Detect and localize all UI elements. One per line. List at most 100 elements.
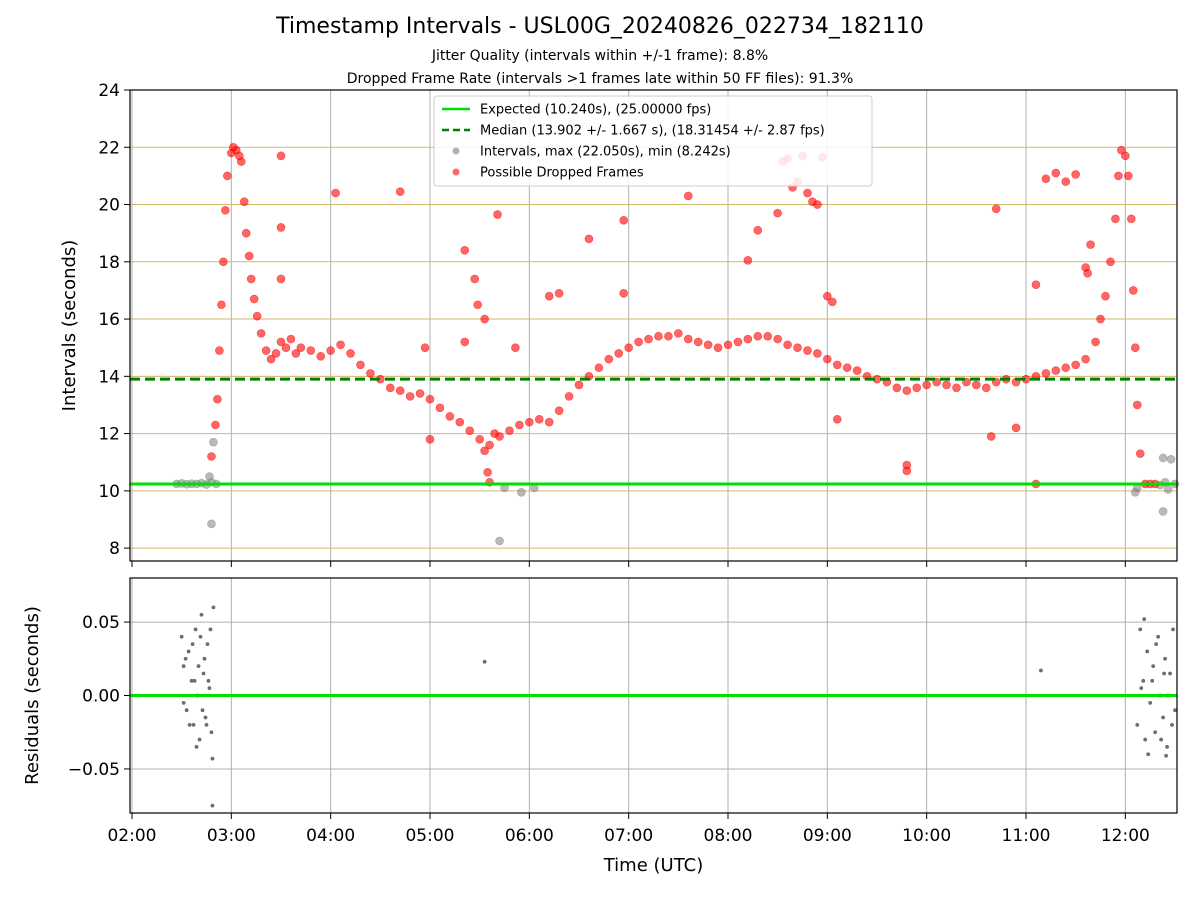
- top-dropped-point: [664, 331, 673, 341]
- bottom-interval-point: [209, 730, 214, 735]
- bottom-interval-point: [191, 722, 196, 727]
- top-dropped-point: [813, 200, 822, 209]
- top-dropped-point: [574, 380, 584, 390]
- top-dropped-point: [832, 360, 842, 370]
- top-dropped-point: [465, 426, 475, 436]
- top-interval-point: [1158, 453, 1168, 463]
- bottom-interval-point: [181, 664, 186, 669]
- top-dropped-point: [554, 406, 564, 415]
- top-dropped-point: [505, 426, 514, 436]
- bottom-interval-point: [1163, 656, 1167, 661]
- xtick-label: 02:00: [107, 826, 156, 846]
- top-dropped-point: [564, 392, 574, 401]
- legend-box: [433, 95, 873, 187]
- top-dropped-point: [1124, 171, 1133, 181]
- top-ytick-label: 12: [98, 425, 120, 445]
- top-dropped-point: [1041, 174, 1051, 184]
- top-dropped-point: [480, 446, 489, 456]
- bottom-interval-point: [1142, 617, 1147, 622]
- top-dropped-point: [223, 171, 232, 181]
- top-dropped-point: [1041, 369, 1051, 378]
- top-panel: 8 10 12 14 16 18 20 22 24 Intervals (seconds) Expe…: [59, 81, 1180, 567]
- top-dropped-point: [654, 331, 663, 341]
- top-dropped-point: [495, 432, 504, 441]
- top-dropped-point: [902, 466, 912, 476]
- top-dropped-point: [803, 188, 812, 198]
- top-dropped-point: [306, 346, 316, 355]
- top-dropped-point: [733, 337, 743, 347]
- top-dropped-point: [1130, 343, 1140, 352]
- top-dropped-point: [356, 360, 365, 370]
- top-ytick-label: 14: [98, 367, 120, 387]
- top-dropped-point: [1106, 257, 1115, 267]
- bottom-interval-point: [482, 659, 487, 664]
- top-dropped-point: [415, 389, 425, 398]
- xtick-label: 05:00: [405, 826, 454, 846]
- top-dropped-point: [753, 331, 763, 341]
- top-dropped-point: [922, 380, 931, 390]
- bottom-interval-point: [1164, 753, 1168, 758]
- top-dropped-point: [793, 343, 802, 352]
- bottom-ytick-label: 0.05: [82, 613, 120, 633]
- top-dropped-point: [1086, 240, 1095, 249]
- top-dropped-point: [1111, 214, 1120, 224]
- top-ytick-label: 20: [98, 196, 120, 216]
- top-dropped-point: [276, 337, 286, 347]
- bottom-interval-point: [200, 708, 205, 713]
- top-dropped-point: [683, 191, 693, 201]
- bottom-interval-point: [1148, 700, 1153, 705]
- top-dropped-point: [480, 314, 489, 324]
- top-dropped-point: [511, 343, 520, 352]
- top-dropped-point: [912, 383, 922, 393]
- bottom-interval-point: [204, 722, 209, 727]
- top-dropped-point: [316, 351, 326, 361]
- top-dropped-point: [236, 157, 246, 166]
- top-dropped-point: [483, 467, 492, 477]
- top-dropped-point: [1051, 168, 1061, 178]
- top-dropped-point: [674, 329, 683, 338]
- top-dropped-point: [723, 340, 733, 350]
- top-interval-point: [1163, 485, 1173, 494]
- top-dropped-point: [470, 274, 479, 284]
- top-dropped-point: [634, 337, 643, 347]
- top-dropped-point: [266, 354, 276, 364]
- top-dropped-point: [763, 331, 773, 341]
- bottom-interval-point: [205, 642, 210, 646]
- bottom-interval-point: [179, 634, 184, 639]
- top-dropped-point: [291, 349, 301, 358]
- bottom-interval-point: [1171, 627, 1175, 632]
- top-dropped-point: [753, 225, 763, 235]
- bottom-interval-point: [1135, 722, 1140, 727]
- top-dropped-point: [252, 311, 262, 321]
- bottom-interval-point: [1145, 649, 1150, 654]
- top-dropped-point: [455, 417, 465, 427]
- top-dropped-point: [972, 380, 981, 390]
- top-dropped-point: [219, 257, 228, 267]
- top-dropped-point: [211, 420, 220, 430]
- top-ylabel: Intervals (seconds): [59, 240, 80, 412]
- top-dropped-point: [852, 366, 862, 375]
- bottom-interval-point: [181, 700, 186, 705]
- bottom-interval-point: [1161, 715, 1165, 720]
- bottom-interval-point: [184, 708, 189, 713]
- bottom-ytick-label: −0.05: [68, 760, 120, 780]
- top-dropped-point: [624, 343, 633, 352]
- bottom-interval-point: [202, 656, 207, 661]
- top-interval-point: [1158, 507, 1168, 516]
- bottom-interval-point: [1138, 627, 1143, 632]
- legend-dropped-label: Possible Dropped Frames: [480, 166, 644, 181]
- top-dropped-point: [544, 417, 554, 427]
- top-interval-point: [1166, 455, 1176, 464]
- bottom-interval-point: [1168, 671, 1172, 676]
- top-dropped-point: [713, 343, 723, 352]
- top-dropped-point: [832, 414, 842, 424]
- xtick-label: 10:00: [902, 826, 951, 846]
- top-dropped-point: [828, 297, 837, 307]
- top-dropped-point: [296, 343, 306, 352]
- bottom-interval-point: [1153, 730, 1158, 735]
- legend-median-label: Median (13.902 +/- 1.667 s), (18.31454 +…: [480, 124, 825, 139]
- chart-title: Timestamp Intervals - USL00G_20240826_02…: [276, 14, 924, 39]
- top-dropped-point: [823, 354, 832, 364]
- top-ytick-label: 10: [98, 482, 120, 502]
